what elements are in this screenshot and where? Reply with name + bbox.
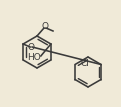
Text: O: O [42,22,49,31]
Text: HO: HO [27,53,41,62]
Text: O: O [28,42,35,51]
Text: Cl: Cl [80,59,89,68]
